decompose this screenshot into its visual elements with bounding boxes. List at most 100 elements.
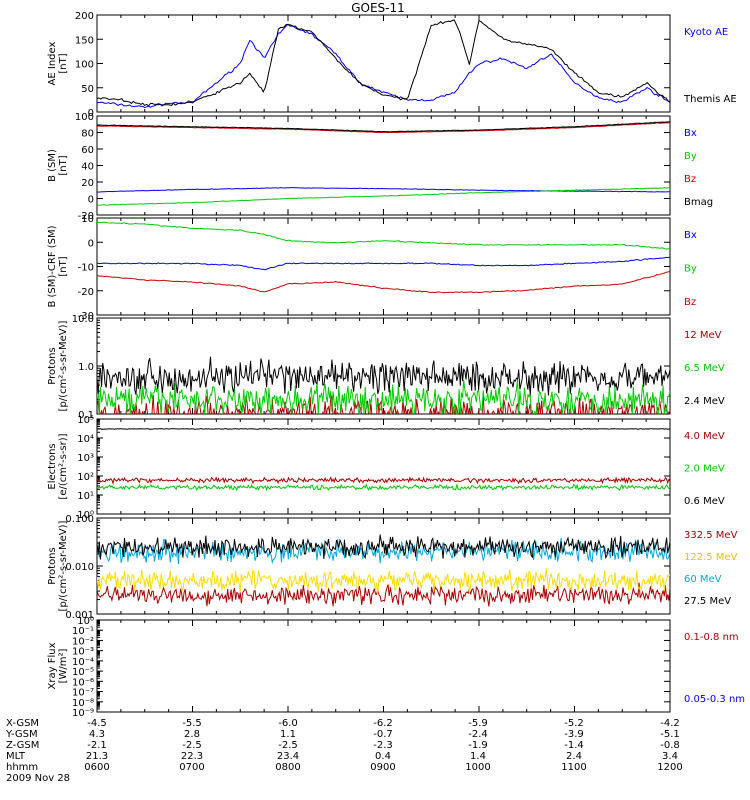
series-group <box>97 356 670 414</box>
y-tick-label: -10 <box>78 263 94 274</box>
legend-entry: 0.6 MeV <box>684 496 725 507</box>
y-tick-label: 1.0 <box>78 362 94 373</box>
y-tick-label: 0.001 <box>65 610 94 621</box>
y-axis-label-line: [nT] <box>58 256 69 276</box>
series-group <box>97 221 670 294</box>
y-tick-label: 100 <box>75 112 94 123</box>
footer-value: -2.3 <box>373 740 393 751</box>
y-tick-label: 10.0 <box>72 314 94 325</box>
footer-value: -6.0 <box>278 718 298 729</box>
series-line-1 <box>97 187 670 193</box>
y-tick-label: 0.100 <box>65 514 94 525</box>
footer-value: 1200 <box>657 762 682 773</box>
y-tick-label: 0.010 <box>65 562 94 573</box>
footer-value: 1.4 <box>470 751 486 762</box>
y-tick-label: 80 <box>81 129 94 140</box>
series-line-3 <box>97 122 670 134</box>
y-axis-label: AE Index[nT] <box>47 41 69 85</box>
y-tick-label: 10³ <box>77 453 94 464</box>
legend-entry: Bx <box>684 230 697 241</box>
series-group <box>97 19 670 109</box>
footer-value: -0.8 <box>660 740 680 751</box>
footer-value: -2.1 <box>87 740 107 751</box>
series-line-1 <box>97 256 670 271</box>
legend-entry: 2.4 MeV <box>684 396 725 407</box>
footer-value: -5.2 <box>564 718 584 729</box>
legend-entry: 6.5 MeV <box>684 363 725 374</box>
footer-value: 0.4 <box>375 751 391 762</box>
y-tick-label: 10⁻³ <box>72 647 94 658</box>
footer-value: -4.5 <box>87 718 107 729</box>
footer-value: 2.8 <box>184 729 200 740</box>
y-tick-label: 10⁻⁸ <box>72 698 94 709</box>
y-axis-label-line: AE Index <box>47 41 58 85</box>
series-group <box>97 427 670 492</box>
y-tick-label: 0.1 <box>78 410 94 421</box>
series-group <box>97 121 670 206</box>
footer-value: 1.1 <box>280 729 296 740</box>
series-group <box>97 534 670 607</box>
y-axis-label-line: [nT] <box>58 155 69 175</box>
y-axis-label-line: [nT] <box>58 53 69 73</box>
y-tick-label: 10⁵ <box>77 415 94 426</box>
footer-value: -5.9 <box>468 718 488 729</box>
legend-entry: Bmag <box>684 197 713 208</box>
y-axis-label-line: [p/(cm²-s-sr-MeV)] <box>58 320 69 411</box>
footer-date: 2009 Nov 28 <box>6 773 70 784</box>
plot-frame <box>96 14 671 113</box>
footer-value: 1100 <box>561 762 586 773</box>
panel-6: 0.0010.0100.100Protons[p/(cm²-s-sr-MeV)]… <box>47 514 738 621</box>
y-tick-label: 20 <box>81 178 94 189</box>
legend-entry: Kyoto AE <box>684 27 728 38</box>
y-axis-label: B (SM)[nT] <box>47 149 69 182</box>
y-axis-label: Protons[p/(cm²-s-sr-MeV)] <box>47 320 69 411</box>
footer-value: 0900 <box>370 762 395 773</box>
legend-entry: Themis AE <box>683 94 737 105</box>
y-tick-label: 50 <box>81 84 94 95</box>
y-tick-label: 200 <box>75 11 94 22</box>
legend-entry: 12 MeV <box>684 330 722 341</box>
footer-value: -3.9 <box>564 729 584 740</box>
footer-value: 3.4 <box>662 751 678 762</box>
footer-value: -6.2 <box>373 718 393 729</box>
series-line-2 <box>97 187 670 206</box>
footer-value: 2.4 <box>566 751 582 762</box>
legend-entry: Bz <box>684 297 696 308</box>
footer-row-label: Z-GSM <box>6 740 39 751</box>
panel-3: -30 -20 -10 0 10 B (SM)-CRF (SM)[nT] Bx By Bz <box>47 214 697 322</box>
legend-entry: Bx <box>684 128 697 139</box>
footer-value: -1.9 <box>468 740 488 751</box>
footer-value: -2.5 <box>182 740 202 751</box>
footer-value: -2.4 <box>468 729 488 740</box>
series-line-3 <box>97 427 670 430</box>
plot-frame <box>96 115 671 216</box>
legend-entry: By <box>684 151 697 162</box>
y-tick-label: 0 <box>88 195 94 206</box>
legend-entry: 122.5 MeV <box>684 552 738 563</box>
panel-1: 0 50 100 150 200 AE Index[nT] Kyoto AE Themis A… <box>47 11 737 119</box>
series-line-4 <box>97 534 670 560</box>
footer-value: -0.7 <box>373 729 393 740</box>
y-tick-label: 10⁻⁷ <box>72 688 94 699</box>
series-line-3 <box>97 356 670 396</box>
y-axis-label: Xray Flux[W/m²] <box>47 642 69 689</box>
series-line-2 <box>97 568 670 594</box>
y-tick-label: 10⁻⁹ <box>72 708 94 719</box>
y-axis-label-line: Electrons <box>47 443 58 489</box>
y-tick-label: -20 <box>78 211 94 222</box>
plot-frame <box>96 418 671 515</box>
y-tick-label: 10⁻⁵ <box>72 667 94 678</box>
y-axis-label: Electrons[e/(cm²-s-sr)] <box>47 433 69 499</box>
footer-value: -5.1 <box>660 729 680 740</box>
y-tick-label: 10⁻¹ <box>72 626 94 637</box>
y-tick-label: 0 <box>88 108 94 119</box>
series-line-2 <box>97 379 670 414</box>
y-tick-label: 10⁰ <box>77 616 94 627</box>
panel-2: -20 0 20 40 60 80 100 B (SM)[nT] Bx By Bz Bmag <box>47 112 713 222</box>
plot-frame <box>96 619 671 713</box>
y-tick-label: 60 <box>81 145 94 156</box>
footer-value: -4.2 <box>660 718 680 729</box>
y-tick-label: 40 <box>81 162 94 173</box>
y-tick-label: -20 <box>78 287 94 298</box>
legend-entry: 27.5 MeV <box>684 596 731 607</box>
